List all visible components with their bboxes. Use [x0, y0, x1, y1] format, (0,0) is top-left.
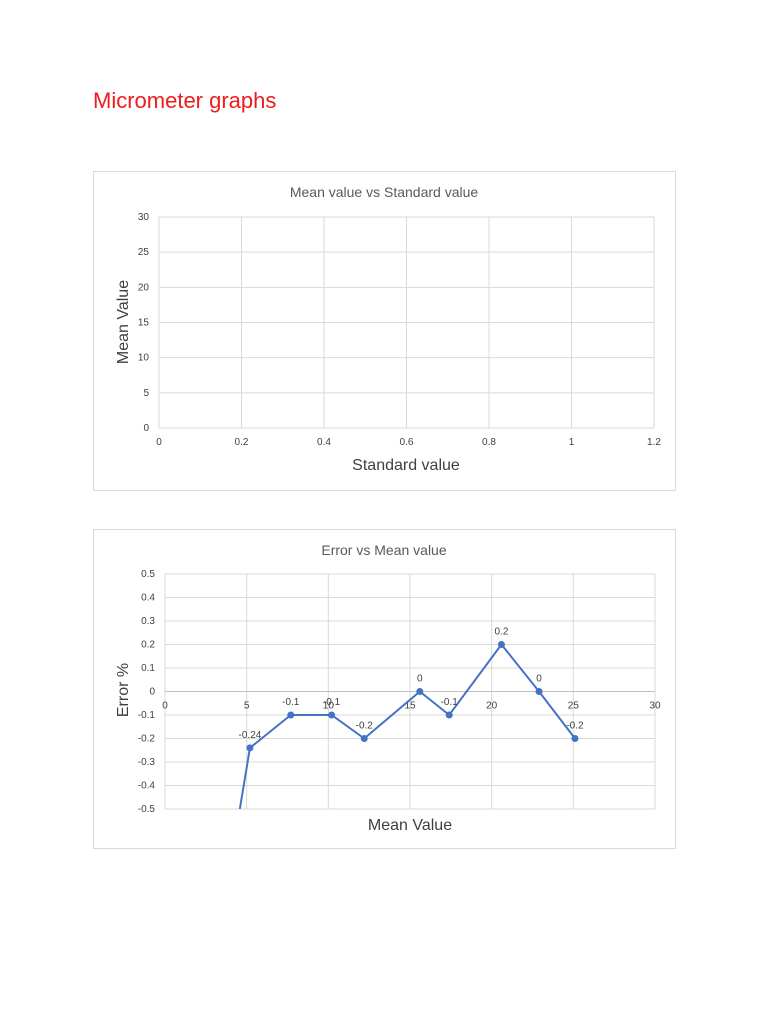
data-label: -0.1: [441, 697, 459, 708]
y-tick-label: 0.3: [141, 616, 155, 627]
data-label: -0.2: [356, 721, 374, 732]
data-point: [287, 711, 295, 719]
y-tick-label: -0.2: [138, 734, 156, 745]
y-tick-label: -0.3: [138, 757, 156, 768]
x-axis-title: Mean Value: [368, 817, 452, 834]
x-tick-label: 0.2: [235, 437, 249, 448]
x-tick-label: 0: [156, 437, 162, 448]
series-line: [238, 642, 576, 809]
data-point: [535, 688, 543, 695]
data-point: [246, 744, 254, 752]
x-tick-label: 0.4: [317, 437, 331, 448]
y-axis-title: Mean Value: [115, 280, 132, 364]
y-tick-label: 0.2: [141, 640, 155, 651]
y-tick-label: 0: [149, 687, 155, 698]
chart-error-vs-mean-plot: Error vs Mean value Mean Value Error % -…: [115, 542, 661, 834]
x-tick-label: 0: [162, 701, 168, 712]
y-tick-label: 25: [138, 247, 150, 258]
y-tick-label: -0.4: [138, 781, 156, 792]
page-heading: Micrometer graphs: [93, 88, 277, 113]
chart-mean-vs-standard-plot: Mean value vs Standard value Standard va…: [115, 184, 661, 474]
x-tick-label: 1.2: [647, 437, 661, 448]
y-tick-label: 0.1: [141, 663, 155, 674]
data-label: -0.24: [239, 730, 262, 741]
y-tick-label: 30: [138, 212, 150, 223]
x-tick-label: 1: [569, 437, 575, 448]
y-tick-label: -0.1: [138, 710, 156, 721]
data-point: [571, 735, 579, 742]
chart-title: Error vs Mean value: [321, 542, 446, 558]
data-label: 0: [536, 674, 542, 685]
data-label: -0.1: [323, 697, 341, 708]
data-point: [497, 641, 505, 648]
data-point: [360, 735, 368, 742]
data-label: 0.2: [495, 627, 509, 638]
data-label: 0: [417, 674, 423, 685]
y-tick-label: 10: [138, 353, 150, 364]
data-label: -0.2: [566, 721, 584, 732]
y-tick-label: 15: [138, 318, 150, 329]
data-label: -0.1: [282, 697, 300, 708]
data-point: [445, 711, 453, 719]
x-tick-label: 25: [568, 701, 580, 712]
y-tick-label: 20: [138, 282, 150, 293]
x-tick-label: 0.8: [482, 437, 496, 448]
data-point: [328, 711, 336, 719]
chart-title: Mean value vs Standard value: [290, 184, 479, 200]
y-tick-label: 0.4: [141, 593, 155, 604]
data-point: [416, 688, 424, 695]
y-tick-label: 5: [143, 388, 149, 399]
y-axis-title: Error %: [115, 663, 132, 717]
x-tick-label: 0.6: [400, 437, 414, 448]
x-tick-label: 15: [404, 701, 416, 712]
x-tick-label: 30: [649, 701, 661, 712]
gridlines: [158, 216, 655, 429]
x-tick-label: 5: [244, 701, 250, 712]
y-tick-label: -0.5: [138, 804, 156, 815]
x-axis-title: Standard value: [352, 457, 460, 474]
chart-mean-vs-standard: Mean value vs Standard value Standard va…: [93, 171, 676, 491]
chart-error-vs-mean: Error vs Mean value Mean Value Error % -…: [93, 529, 676, 849]
x-tick-label: 20: [486, 701, 498, 712]
y-tick-label: 0: [143, 423, 149, 434]
x-tick-label: 10: [323, 701, 335, 712]
y-tick-label: 0.5: [141, 569, 155, 580]
